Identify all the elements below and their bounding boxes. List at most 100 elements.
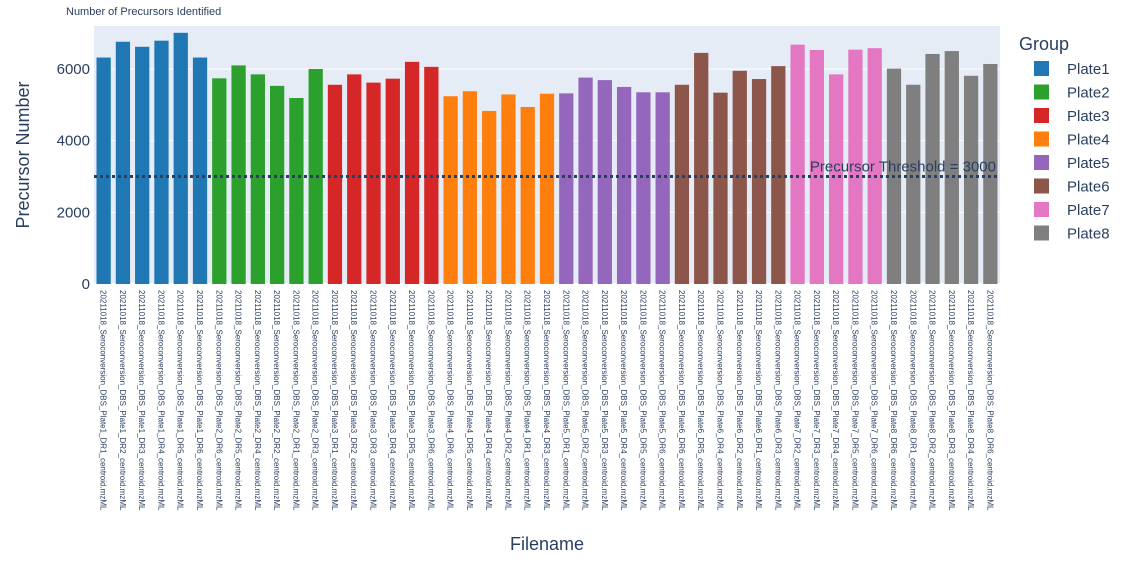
- bar-plate2: [231, 65, 246, 285]
- x-tick-label: 20211018_Seroconversion_DBS_Plate3_DR5_c…: [407, 290, 416, 511]
- x-tick-label: 20211018_Seroconversion_DBS_Plate8_DR4_c…: [966, 290, 975, 511]
- legend-swatch: [1034, 202, 1049, 217]
- legend-item-plate4[interactable]: Plate4: [1034, 131, 1110, 149]
- x-tick-label: 20211018_Seroconversion_DBS_Plate7_DR6_c…: [870, 290, 879, 511]
- x-tick-label: 20211018_Seroconversion_DBS_Plate2_DR4_c…: [253, 290, 262, 511]
- bar-plate1: [154, 40, 169, 284]
- bar-plate5: [559, 93, 574, 284]
- bar-plate3: [327, 84, 343, 285]
- legend-label: Plate8: [1067, 226, 1110, 243]
- x-tick-label: 20211018_Seroconversion_DBS_Plate4_DR1_c…: [523, 290, 532, 511]
- legend-swatch: [1034, 155, 1049, 170]
- bar-plate8: [925, 53, 940, 285]
- x-tick-label: 20211018_Seroconversion_DBS_Plate7_DR5_c…: [850, 290, 859, 511]
- x-tick-label: 20211018_Seroconversion_DBS_Plate5_DR1_c…: [561, 290, 570, 511]
- bar-plate5: [597, 80, 612, 284]
- x-tick-label: 20211018_Seroconversion_DBS_Plate6_DR3_c…: [773, 290, 782, 511]
- x-tick-label: 20211018_Seroconversion_DBS_Plate2_DR1_c…: [291, 290, 300, 511]
- bar-plate4: [462, 91, 478, 284]
- bar-plate3: [385, 78, 400, 284]
- bar-plate4: [520, 106, 535, 284]
- bars-layer: [96, 32, 998, 285]
- legend-label: Plate5: [1067, 155, 1110, 172]
- x-tick-label: 20211018_Seroconversion_DBS_Plate6_DR1_c…: [754, 290, 763, 511]
- x-tick-label: 20211018_Seroconversion_DBS_Plate6_DR6_c…: [677, 290, 686, 511]
- x-tick-label: 20211018_Seroconversion_DBS_Plate2_DR6_c…: [214, 290, 223, 511]
- x-tick-label: 20211018_Seroconversion_DBS_Plate5_DR5_c…: [638, 290, 647, 511]
- bar-plate5: [616, 86, 632, 285]
- x-tick-label: 20211018_Seroconversion_DBS_Plate8_DR1_c…: [908, 290, 917, 511]
- legend-item-plate2[interactable]: Plate2: [1034, 84, 1110, 102]
- bar-plate5: [578, 77, 593, 284]
- bar-plate7: [809, 50, 825, 285]
- legend: Group Plate1 Plate2 Plate3 Plate4 Plate5 Plat…: [1019, 34, 1110, 243]
- x-tick-label: 20211018_Seroconversion_DBS_Plate4_DR3_c…: [542, 290, 551, 511]
- bar-plate1: [96, 57, 111, 285]
- legend-title: Group: [1019, 34, 1069, 54]
- legend-item-plate5[interactable]: Plate5: [1034, 155, 1110, 172]
- y-tick-label: 2000: [57, 204, 90, 221]
- x-tick-label: 20211018_Seroconversion_DBS_Plate3_DR1_c…: [330, 290, 339, 511]
- legend-swatch: [1034, 131, 1049, 147]
- legend-label: Plate4: [1067, 132, 1110, 149]
- threshold-label: Precursor Threshold = 3000: [810, 159, 996, 176]
- x-tick-label: 20211018_Seroconversion_DBS_Plate1_DR4_c…: [156, 290, 165, 511]
- x-tick-label: 20211018_Seroconversion_DBS_Plate1_DR6_c…: [195, 290, 204, 511]
- legend-item-plate8[interactable]: Plate8: [1034, 225, 1110, 243]
- x-tick-label: 20211018_Seroconversion_DBS_Plate6_DR2_c…: [735, 290, 744, 511]
- legend-item-plate3[interactable]: Plate3: [1034, 108, 1110, 125]
- threshold-layer: Precursor Threshold = 3000: [94, 159, 1000, 178]
- bar-plate6: [751, 79, 767, 285]
- legend-swatch: [1034, 178, 1049, 194]
- x-tick-label: 20211018_Seroconversion_DBS_Plate5_DR6_c…: [658, 290, 667, 511]
- legend-item-plate6[interactable]: Plate6: [1034, 178, 1110, 196]
- bar-plate8: [963, 75, 979, 284]
- legend-item-plate7[interactable]: Plate7: [1034, 202, 1110, 219]
- x-tick-label: 20211018_Seroconversion_DBS_Plate5_DR2_c…: [581, 290, 590, 511]
- bar-plate1: [115, 41, 131, 285]
- bar-plate2: [308, 69, 323, 284]
- bar-plate1: [173, 32, 188, 284]
- legend-item-plate1[interactable]: Plate1: [1034, 61, 1110, 78]
- x-tick-label: 20211018_Seroconversion_DBS_Plate6_DR4_c…: [715, 290, 724, 511]
- x-tick-label: 20211018_Seroconversion_DBS_Plate7_DR2_c…: [793, 290, 802, 511]
- bar-plate5: [636, 92, 651, 285]
- x-tick-label: 20211018_Seroconversion_DBS_Plate1_DR5_c…: [176, 290, 185, 511]
- bar-plate7: [790, 44, 805, 285]
- chart-title: Number of Precursors Identified: [66, 6, 221, 18]
- x-tick-label: 20211018_Seroconversion_DBS_Plate7_DR3_c…: [812, 290, 821, 511]
- y-tick-label: 6000: [57, 61, 90, 78]
- bar-plate2: [289, 98, 304, 285]
- x-tick-label: 20211018_Seroconversion_DBS_Plate1_DR2_c…: [118, 290, 127, 511]
- x-tick-label: 20211018_Seroconversion_DBS_Plate1_DR1_c…: [99, 290, 108, 511]
- bar-plate7: [867, 48, 882, 284]
- bar-plate3: [366, 82, 381, 284]
- bar-plate7: [848, 49, 863, 285]
- bar-plate3: [404, 61, 420, 285]
- x-tick-label: 20211018_Seroconversion_DBS_Plate8_DR6_c…: [889, 290, 898, 511]
- legend-swatch: [1034, 225, 1049, 241]
- legend-swatch: [1034, 84, 1049, 100]
- legend-swatch: [1034, 108, 1049, 123]
- bar-plate4: [501, 94, 516, 284]
- bar-plate4: [443, 96, 458, 284]
- bar-plate2: [269, 85, 285, 284]
- x-tick-label: 20211018_Seroconversion_DBS_Plate5_DR4_c…: [619, 290, 628, 511]
- legend-swatch: [1034, 61, 1049, 76]
- x-tick-label: 20211018_Seroconversion_DBS_Plate4_DR4_c…: [484, 290, 493, 511]
- legend-label: Plate7: [1067, 202, 1110, 219]
- x-tick-label: 20211018_Seroconversion_DBS_Plate3_DR3_c…: [369, 290, 378, 511]
- bar-plate8: [944, 51, 959, 285]
- legend-label: Plate6: [1067, 179, 1110, 196]
- bar-plate5: [655, 92, 670, 285]
- x-tick-label: 20211018_Seroconversion_DBS_Plate4_DR6_c…: [446, 290, 455, 511]
- x-tick-label: 20211018_Seroconversion_DBS_Plate3_DR6_c…: [426, 290, 435, 511]
- bar-plate8: [906, 84, 921, 285]
- x-tick-label: 20211018_Seroconversion_DBS_Plate3_DR2_c…: [349, 290, 358, 511]
- bar-plate3: [347, 74, 362, 284]
- x-tick-labels: 20211018_Seroconversion_DBS_Plate1_DR1_c…: [99, 290, 995, 511]
- bar-plate6: [732, 70, 747, 285]
- x-tick-label: 20211018_Seroconversion_DBS_Plate3_DR4_c…: [388, 290, 397, 511]
- bar-plate2: [250, 74, 265, 284]
- x-tick-label: 20211018_Seroconversion_DBS_Plate8_DR2_c…: [928, 290, 937, 511]
